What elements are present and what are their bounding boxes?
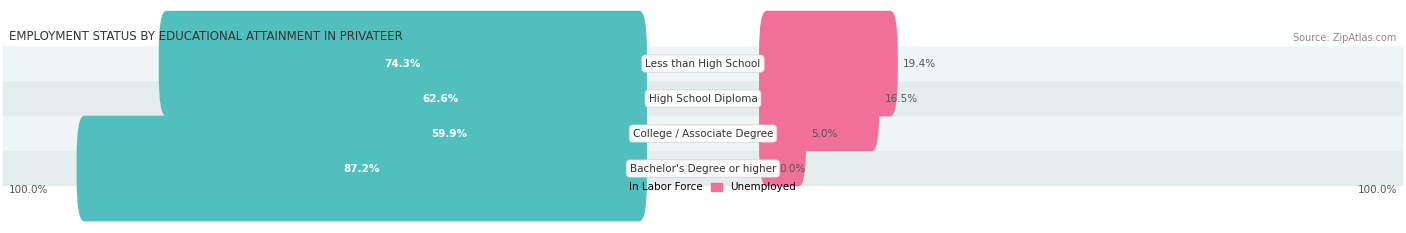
FancyBboxPatch shape (3, 116, 1403, 151)
Text: College / Associate Degree: College / Associate Degree (633, 129, 773, 139)
Text: 59.9%: 59.9% (430, 129, 467, 139)
Text: 19.4%: 19.4% (903, 58, 936, 69)
Text: 16.5%: 16.5% (884, 94, 918, 104)
Text: 74.3%: 74.3% (385, 58, 422, 69)
Text: Less than High School: Less than High School (645, 58, 761, 69)
FancyBboxPatch shape (759, 46, 879, 151)
FancyBboxPatch shape (3, 151, 1403, 186)
FancyBboxPatch shape (759, 11, 898, 116)
Text: Source: ZipAtlas.com: Source: ZipAtlas.com (1294, 33, 1396, 43)
FancyBboxPatch shape (233, 46, 647, 151)
Text: 100.0%: 100.0% (1357, 185, 1396, 195)
FancyBboxPatch shape (759, 81, 806, 186)
FancyBboxPatch shape (76, 116, 647, 221)
FancyBboxPatch shape (3, 81, 1403, 116)
Text: EMPLOYMENT STATUS BY EDUCATIONAL ATTAINMENT IN PRIVATEER: EMPLOYMENT STATUS BY EDUCATIONAL ATTAINM… (10, 30, 404, 43)
Text: 5.0%: 5.0% (811, 129, 838, 139)
Text: 62.6%: 62.6% (422, 94, 458, 104)
Text: 100.0%: 100.0% (10, 185, 49, 195)
FancyBboxPatch shape (3, 46, 1403, 81)
FancyBboxPatch shape (250, 81, 647, 186)
Legend: In Labor Force, Unemployed: In Labor Force, Unemployed (610, 182, 796, 192)
Text: 87.2%: 87.2% (343, 164, 380, 174)
Text: High School Diploma: High School Diploma (648, 94, 758, 104)
Text: Bachelor's Degree or higher: Bachelor's Degree or higher (630, 164, 776, 174)
FancyBboxPatch shape (159, 11, 647, 116)
Text: 0.0%: 0.0% (779, 164, 806, 174)
